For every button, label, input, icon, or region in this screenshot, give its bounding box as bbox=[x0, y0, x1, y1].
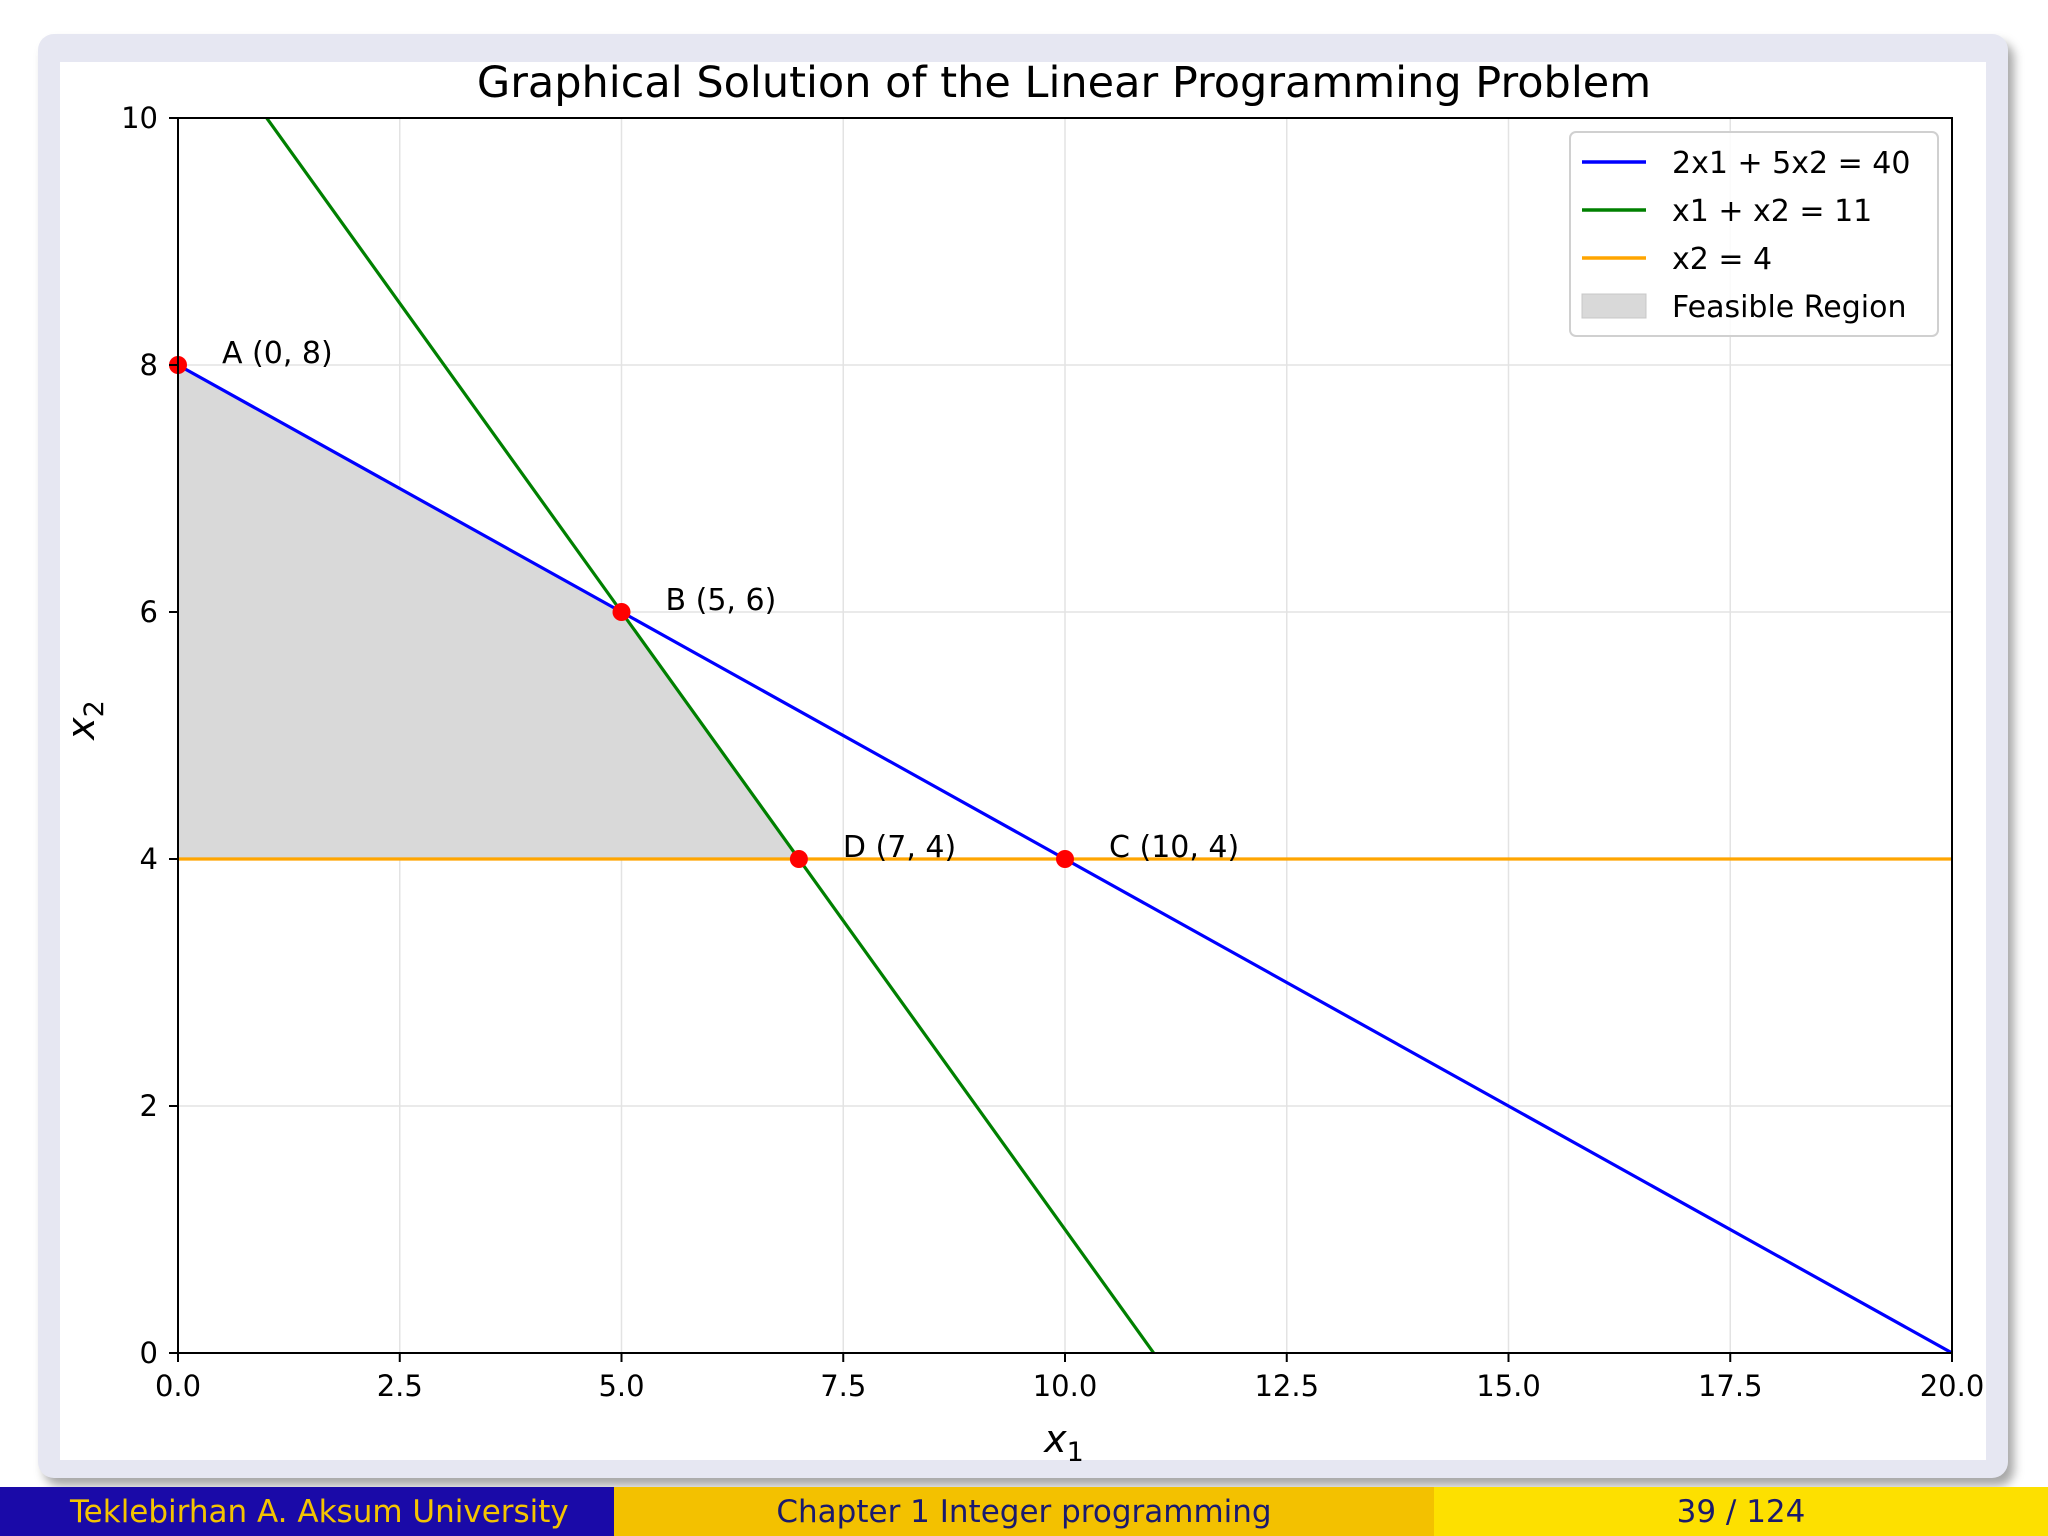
x-axis-label: x1 bbox=[1043, 1417, 1084, 1468]
footer-page: 39 / 124 bbox=[1434, 1487, 2048, 1536]
x-tick-label: 12.5 bbox=[1254, 1369, 1319, 1403]
y-tick-label: 0 bbox=[140, 1336, 158, 1370]
corner-points: A (0, 8) B (5, 6) C (10, 4) D (7, 4) bbox=[169, 336, 1239, 868]
y-tick-label: 6 bbox=[140, 595, 158, 629]
y-tick-label: 10 bbox=[121, 101, 158, 135]
x-tick-label: 10.0 bbox=[1033, 1369, 1098, 1403]
y-tick-label: 8 bbox=[140, 348, 158, 382]
y-axis-label: x2 bbox=[59, 700, 110, 741]
series-line-1 bbox=[264, 118, 1155, 1353]
x-tick-label: 20.0 bbox=[1920, 1369, 1985, 1403]
feasible-region-layer bbox=[178, 365, 799, 859]
ticks: 0.0 2.5 5.0 7.5 10.0 12.5 15.0 17.5 20.0 0 2 4 6 8 10 bbox=[121, 101, 1984, 1403]
slide-footer: Teklebirhan A. Aksum University Chapter … bbox=[0, 1487, 2048, 1536]
footer-author: Teklebirhan A. Aksum University bbox=[0, 1487, 614, 1536]
x-tick-label: 7.5 bbox=[820, 1369, 866, 1403]
legend-label-1: x1 + x2 = 11 bbox=[1672, 194, 1872, 229]
legend: 2x1 + 5x2 = 40 x1 + x2 = 11 x2 = 4 Feasible… bbox=[1569, 131, 1939, 337]
x-tick-label: 5.0 bbox=[598, 1369, 644, 1403]
legend-label-3: Feasible Region bbox=[1672, 290, 1907, 325]
corner-point-2 bbox=[1056, 850, 1074, 868]
x-tick-label: 17.5 bbox=[1698, 1369, 1763, 1403]
legend-label-2: x2 = 4 bbox=[1672, 242, 1772, 277]
y-tick-label: 4 bbox=[140, 842, 158, 876]
corner-point-1 bbox=[612, 603, 631, 621]
point-label-1: B (5, 6) bbox=[666, 583, 777, 618]
corner-point-3 bbox=[789, 850, 808, 868]
x-tick-label: 2.5 bbox=[377, 1369, 423, 1403]
point-label-2: C (10, 4) bbox=[1109, 830, 1239, 865]
feasible-region bbox=[178, 365, 799, 859]
legend-swatch-3 bbox=[1581, 293, 1647, 319]
chart: Graphical Solution of the Linear Program… bbox=[59, 58, 1984, 1468]
footer-chapter: Chapter 1 Integer programming bbox=[614, 1487, 1434, 1536]
x-tick-label: 0.0 bbox=[155, 1369, 201, 1403]
chart-title: Graphical Solution of the Linear Program… bbox=[477, 58, 1651, 108]
legend-label-0: 2x1 + 5x2 = 40 bbox=[1672, 146, 1910, 181]
x-tick-label: 15.0 bbox=[1476, 1369, 1541, 1403]
legend-box bbox=[1569, 131, 1939, 337]
y-tick-label: 2 bbox=[140, 1089, 158, 1123]
point-label-3: D (7, 4) bbox=[843, 830, 956, 865]
point-label-0: A (0, 8) bbox=[222, 336, 333, 371]
